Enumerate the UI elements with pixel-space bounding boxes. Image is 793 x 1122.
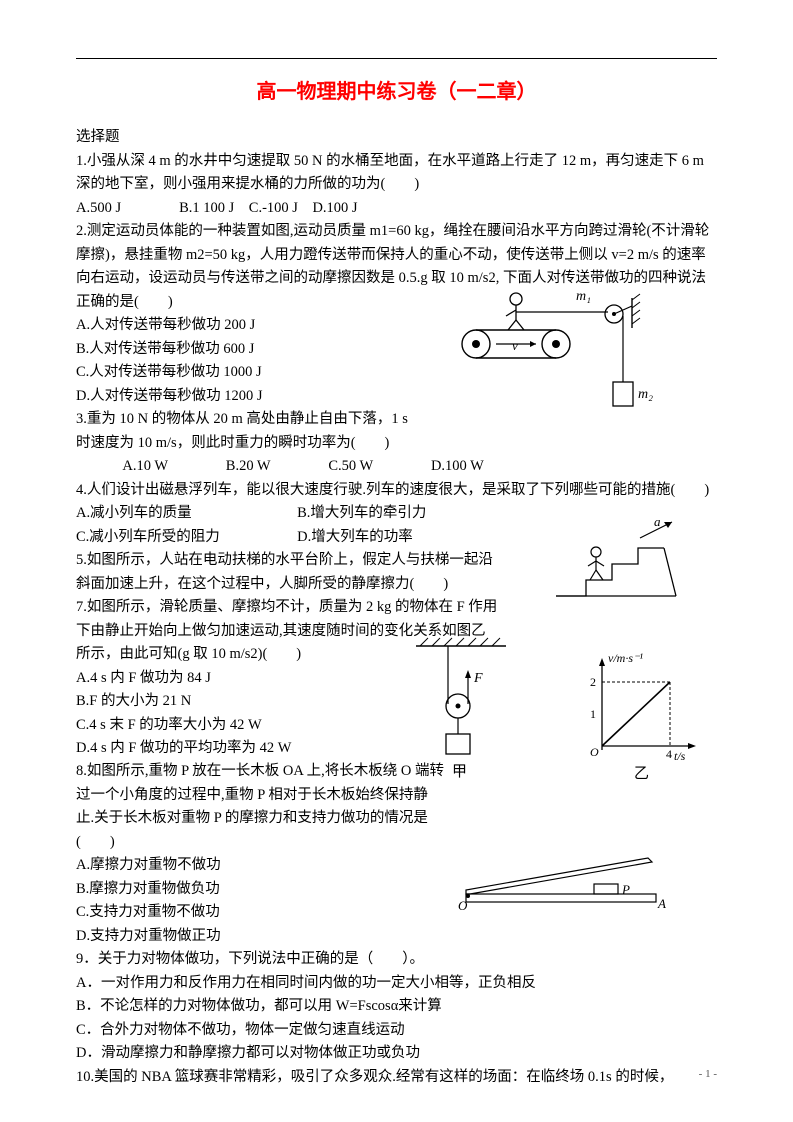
y-axis-label: v/m·s⁻¹ (608, 651, 643, 665)
ytick-2: 2 (590, 675, 596, 689)
page-number: - 1 - (699, 1066, 717, 1084)
q8-figure: O P A (446, 846, 676, 924)
exam-title: 高一物理期中练习卷（一二章） (76, 76, 717, 108)
q3-options: A.10 W B.20 W C.50 W D.100 W (76, 455, 717, 478)
q10-stem: 10.美国的 NBA 篮球赛非常精彩，吸引了众多观众.经常有这样的场面：在临终场… (76, 1066, 717, 1089)
page-content: 高一物理期中练习卷（一二章） 选择题 1.小强从深 4 m 的水井中匀速提取 5… (76, 76, 717, 1089)
q4-opt-d: D.增大列车的功率 (297, 529, 413, 545)
o-label: O (458, 898, 468, 913)
top-horizontal-rule (76, 58, 717, 59)
section-heading: 选择题 (76, 126, 717, 149)
x-axis-label: t/s (674, 749, 686, 763)
q5-figure: a (546, 516, 686, 614)
xtick-4: 4 (666, 747, 672, 761)
q9-opt-d: D．滑动摩擦力和静摩擦力都可以对物体做正功或负功 (76, 1042, 717, 1065)
p-label: P (621, 882, 630, 897)
a-label: a (654, 516, 661, 529)
q3-stem-2: 时速度为 10 m/s，则此时重力的瞬时功率为( ) (76, 432, 717, 455)
ytick-1: 1 (590, 707, 596, 721)
a-point-label: A (657, 896, 666, 911)
q1-options: A.500 J B.1 100 J C.-100 J D.100 J (76, 197, 717, 220)
q9-opt-b: B．不论怎样的力对物体做功，都可以用 W=Fscosα来计算 (76, 995, 717, 1018)
q9-opt-a: A．一对作用力和反作用力在相同时间内做的功一定大小相等，正负相反 (76, 972, 717, 995)
q4-opt-b: B.增大列车的牵引力 (297, 505, 426, 521)
q9-opt-c: C．合外力对物体不做功，物体一定做匀速直线运动 (76, 1019, 717, 1042)
origin-label: O (590, 745, 599, 759)
q9-stem: 9．关于力对物体做功，下列说法中正确的是（ ）。 (76, 948, 717, 971)
caption-yi: 乙 (634, 766, 649, 782)
q8-opt-d: D.支持力对重物做正功 (76, 925, 717, 948)
q7-figure-yi: 2 1 4 O t/s v/m·s⁻¹ 乙 (574, 646, 704, 794)
q1-stem: 1.小强从深 4 m 的水井中匀速提取 50 N 的水桶至地面，在水平道路上行走… (76, 150, 717, 197)
m2-label: m₂ (638, 387, 653, 402)
v-label: v (512, 338, 518, 353)
caption-jia: 甲 (452, 764, 467, 780)
q4-stem: 4.人们设计出磁悬浮列车，能以很大速度行驶.列车的速度很大，是采取了下列哪些可能… (76, 479, 717, 502)
f-label: F (473, 671, 483, 686)
q4-opt-a: A.减小列车的质量 (76, 502, 294, 525)
m1-label: m₁ (576, 289, 591, 304)
q7-figure-jia: F 甲 (406, 634, 516, 792)
q2-figure: v m₁ m₂ (446, 284, 656, 422)
q8-stem-3: 止.关于长木板对重物 P 的摩擦力和支持力做功的情况是 (76, 807, 717, 830)
q4-opt-c: C.减小列车所受的阻力 (76, 526, 294, 549)
q7-stem-2: 下由静止开始向上做匀加速运动,其速度随时间的变化关系如图乙 (76, 620, 717, 643)
